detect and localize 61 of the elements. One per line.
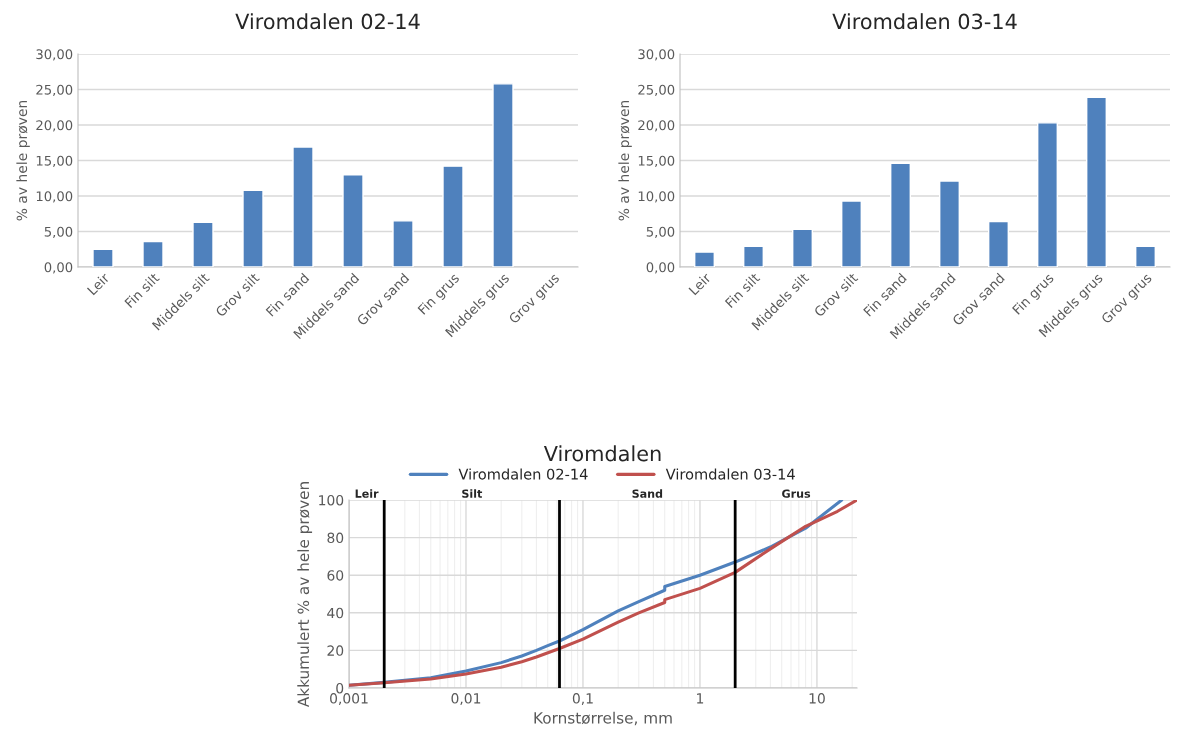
y-tick-label: 5,00 [44, 226, 73, 239]
bar [1086, 96, 1107, 267]
bar [890, 162, 911, 267]
y-tick-label: 60 [327, 570, 344, 581]
legend-label: Viromdalen 02-14 [458, 468, 588, 480]
y-tick-label: 40 [327, 607, 344, 619]
y-tick-label: 80 [327, 532, 344, 544]
x-tick-label: 0,01 [451, 693, 481, 706]
y-tick-label: 100 [319, 494, 344, 506]
bar [1037, 122, 1058, 267]
y-tick-label: 5,00 [646, 226, 675, 239]
bar [743, 245, 764, 267]
x-tick-label: Leir [86, 271, 111, 296]
chart-title: Viromdalen [543, 445, 661, 462]
x-tick-label: Fin silt [724, 272, 761, 309]
bar [392, 220, 414, 267]
x-tick-label: 0,001 [330, 693, 368, 706]
bar [1135, 245, 1156, 267]
y-tick-label: 15,00 [638, 155, 675, 168]
bar [841, 200, 862, 267]
y-tick-label: 20,00 [638, 120, 675, 132]
y-tick-label: 30,00 [638, 49, 675, 61]
y-tick-label: 20,00 [36, 120, 73, 132]
y-tick-label: 30,00 [36, 49, 73, 61]
x-axis-title: Kornstørrelse, mm [534, 711, 672, 726]
y-axis-title: % av hele prøven [618, 100, 632, 221]
bar [192, 221, 214, 267]
x-tick-label: 10 [809, 693, 825, 704]
bar [242, 189, 264, 267]
y-tick-label: 0 [336, 682, 344, 694]
bar [342, 174, 364, 267]
y-tick-label: 0,00 [44, 262, 73, 274]
text: Grus [782, 489, 811, 498]
bar [492, 83, 514, 267]
legend-label: Viromdalen 03-14 [665, 468, 795, 480]
bar [142, 240, 164, 267]
x-tick-label: 0,1 [572, 693, 593, 706]
chart-title: Viromdalen 03-14 [832, 13, 1017, 30]
text: Leir [355, 489, 379, 498]
bar [939, 180, 960, 267]
y-tick-label: 15,00 [36, 155, 73, 168]
y-tick-label: 10,00 [36, 191, 73, 203]
x-tick-label: Fin silt [124, 272, 160, 309]
x-tick-label: Leir [688, 271, 712, 296]
bar [694, 251, 715, 267]
y-tick-label: 20 [327, 645, 344, 656]
x-tick-label: 1 [697, 693, 704, 704]
y-axis-title: Akkumulert % av hele prøven [297, 482, 313, 708]
bar [988, 220, 1009, 267]
y-tick-label: 25,00 [36, 84, 73, 97]
bar [792, 228, 813, 267]
bar [92, 248, 114, 267]
y-tick-label: 10,00 [638, 191, 675, 203]
text: Silt [462, 489, 483, 498]
y-tick-label: 0,00 [646, 262, 675, 274]
text: Sand [632, 489, 663, 498]
bar [292, 146, 314, 267]
bar [442, 165, 464, 267]
y-tick-label: 25,00 [638, 84, 675, 97]
y-axis-title: % av hele prøven [16, 100, 30, 221]
chart-title: Viromdalen 02-14 [235, 13, 420, 30]
